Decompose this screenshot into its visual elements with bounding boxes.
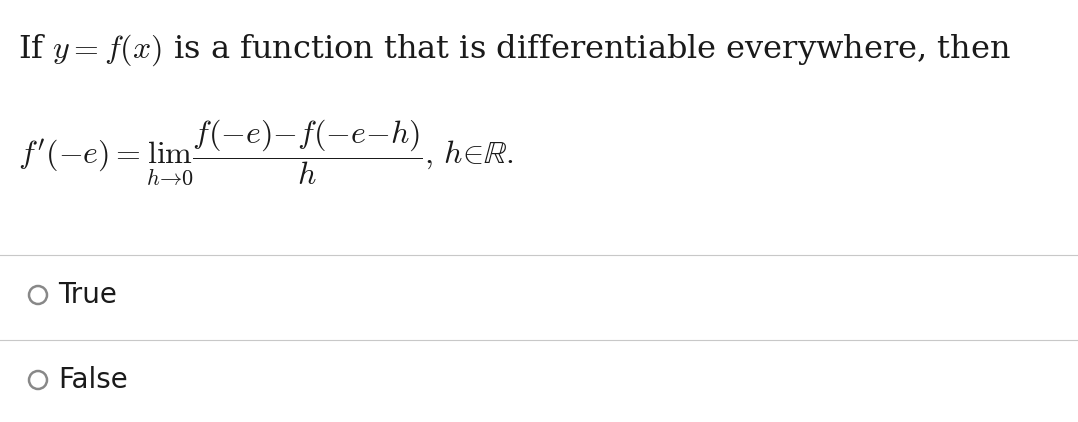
Text: $f'(-e) = \lim_{h\to 0} \dfrac{f(-e) - f(-e - h)}{h},\, h \in \mathbb{R}.$: $f'(-e) = \lim_{h\to 0} \dfrac{f(-e) - f… [18,117,514,187]
Text: False: False [58,366,128,394]
Text: If $y = f(x)$ is a function that is differentiable everywhere, then: If $y = f(x)$ is a function that is diff… [18,32,1011,68]
Text: True: True [58,281,116,309]
